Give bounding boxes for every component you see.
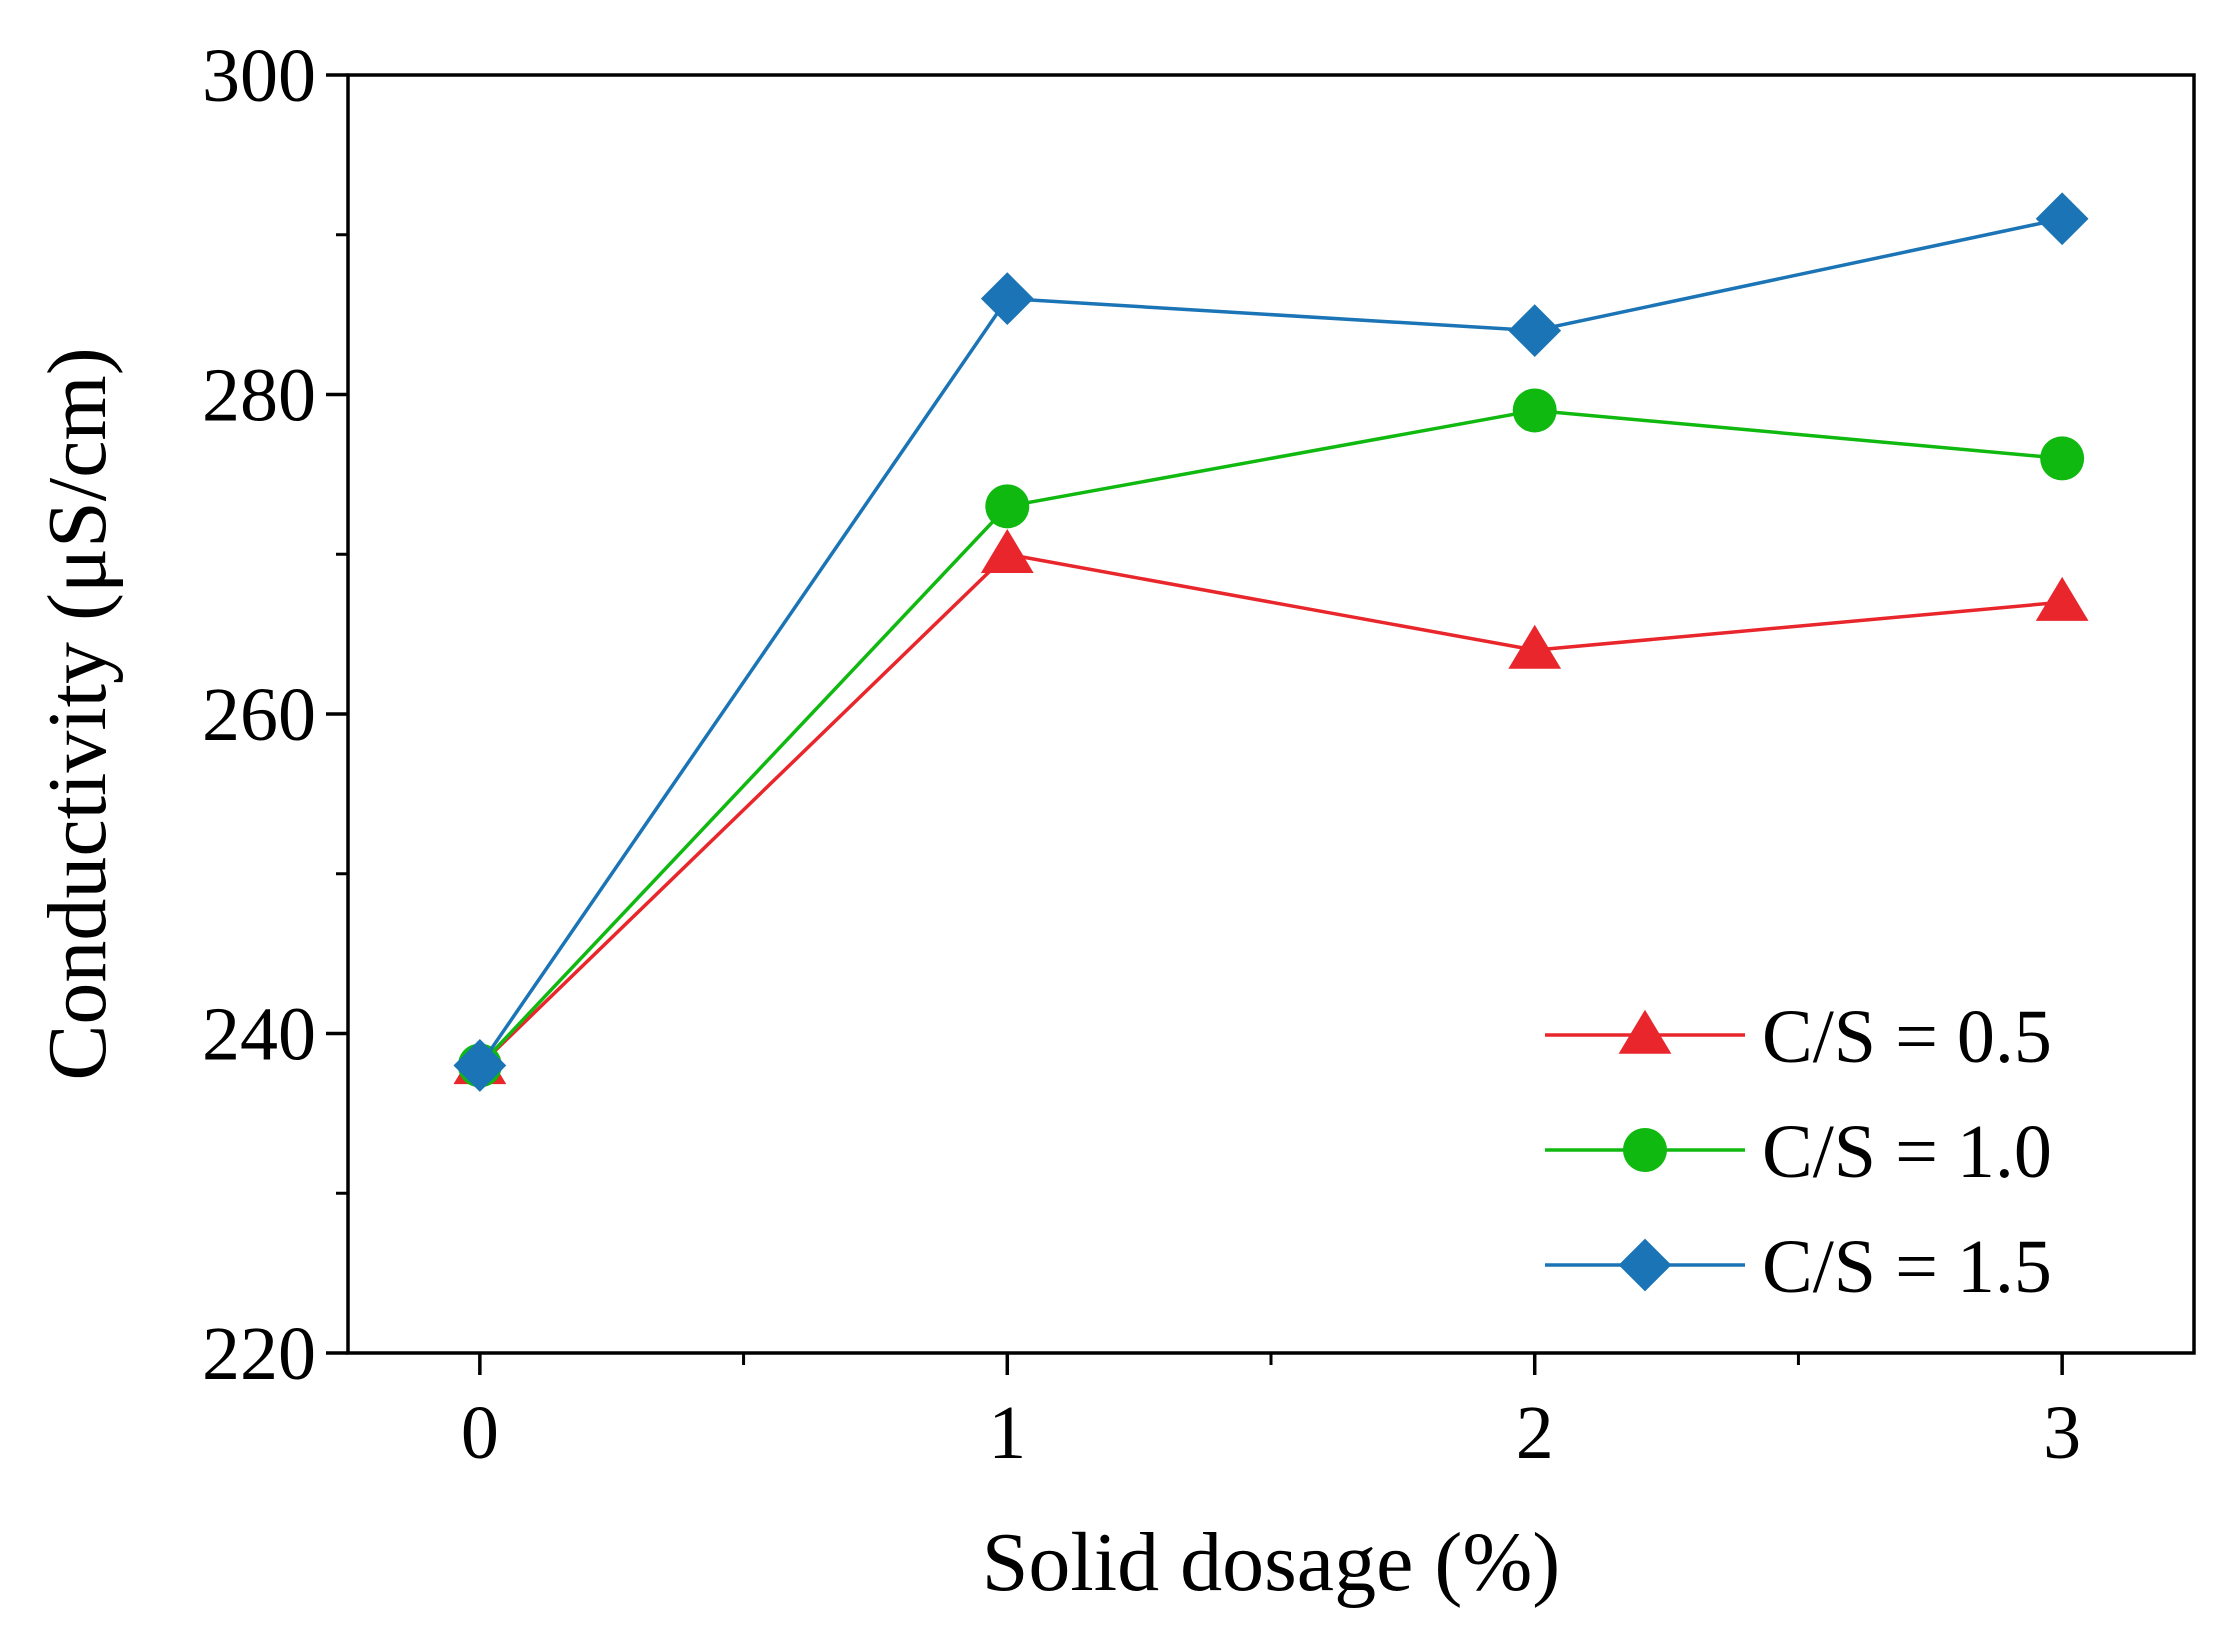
- data-point: [2040, 436, 2085, 481]
- y-tick-label: 220: [202, 1312, 316, 1396]
- data-point: [2035, 576, 2089, 621]
- x-tick-label: 0: [461, 1391, 499, 1475]
- legend-item: C/S = 1.0: [1545, 1110, 2052, 1194]
- y-tick-label: 260: [202, 673, 316, 757]
- y-tick-label: 240: [202, 993, 316, 1077]
- data-point: [2035, 192, 2089, 246]
- legend-item: C/S = 1.5: [1545, 1225, 2052, 1309]
- y-axis: 220 240 260 280 300: [202, 34, 348, 1396]
- x-axis: 0 1 2 3: [461, 1353, 2081, 1475]
- series-layer: [453, 192, 2089, 1092]
- series-3: [453, 192, 2089, 1092]
- data-point: [980, 272, 1034, 326]
- legend: C/S = 0.5 C/S = 1.0 C/S = 1.5: [1545, 995, 2052, 1309]
- series-2: [457, 388, 2085, 1088]
- series-line: [478, 217, 2063, 1067]
- y-axis-title: Conductivity (μS/cm): [31, 347, 124, 1080]
- data-point: [1508, 304, 1562, 357]
- y-tick-label: 280: [202, 354, 316, 438]
- legend-label: C/S = 1.5: [1762, 1225, 2052, 1309]
- data-point: [980, 528, 1034, 573]
- x-tick-label: 1: [988, 1391, 1026, 1475]
- series-line: [478, 408, 2063, 1067]
- legend-marker: [1623, 1128, 1667, 1172]
- series-line: [478, 552, 2063, 1067]
- x-tick-label: 2: [1516, 1391, 1554, 1475]
- legend-label: C/S = 1.0: [1762, 1110, 2052, 1194]
- legend-marker: [1618, 1009, 1672, 1054]
- legend-label: C/S = 0.5: [1762, 995, 2052, 1079]
- legend-marker: [1618, 1238, 1672, 1292]
- data-point: [985, 484, 1030, 529]
- legend-item: C/S = 0.5: [1545, 995, 2052, 1079]
- x-tick-label: 3: [2043, 1391, 2081, 1475]
- data-point: [1512, 388, 1557, 433]
- x-axis-title: Solid dosage (%): [982, 1516, 1561, 1609]
- y-tick-label: 300: [202, 34, 316, 118]
- data-point: [453, 1039, 507, 1092]
- data-point: [1508, 624, 1562, 669]
